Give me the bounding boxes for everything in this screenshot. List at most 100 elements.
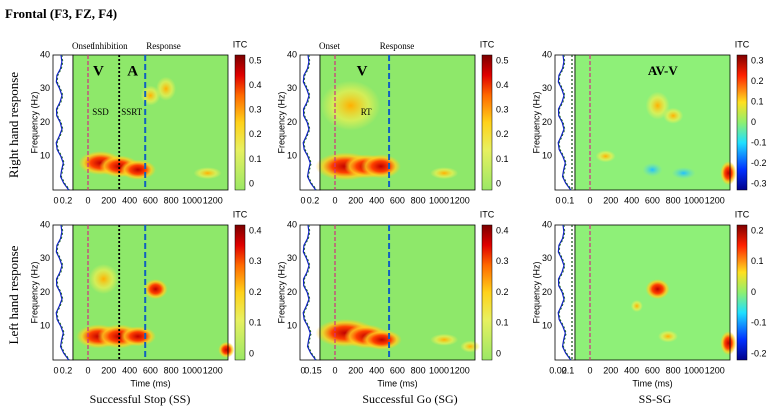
freq-tick-label: 10	[542, 321, 552, 331]
colorbar-tick-label: 0.5	[249, 55, 262, 65]
time-tick-label: 200	[348, 195, 363, 205]
heatmap-blob	[630, 300, 643, 312]
colorbar-title: ITC	[735, 39, 750, 49]
annotation: Onset	[319, 41, 340, 51]
colorbar	[736, 224, 748, 361]
time-tick-label: 0	[587, 195, 592, 205]
colorbar-tick-label: 0	[496, 348, 501, 358]
freq-tick-label: 30	[40, 83, 50, 93]
side-tick-label: 0	[53, 195, 58, 205]
heatmap-blob	[143, 279, 168, 300]
colorbar-tick-label: -0.1	[751, 137, 767, 147]
freq-tick-label: 10	[287, 321, 297, 331]
colorbar	[736, 54, 748, 191]
freq-tick-label: 40	[40, 49, 50, 59]
colorbar-tick-label: 0.3	[496, 105, 509, 115]
annotation: Response	[380, 41, 415, 51]
colorbar-tick-label: 0	[249, 178, 254, 188]
side-curve	[302, 224, 317, 361]
heatmap-blob	[658, 330, 678, 343]
time-tick-label: 800	[666, 365, 681, 375]
annotation: V	[93, 63, 104, 79]
time-tick-label: 400	[624, 195, 639, 205]
freq-tick-label: 30	[287, 83, 297, 93]
colorbar-tick-label: -0.2	[751, 348, 767, 358]
side-tick-label: 0	[53, 365, 58, 375]
colorbar-tick-label: 0.3	[496, 256, 509, 266]
annotation: Onset	[72, 41, 93, 51]
freq-tick-label: 10	[40, 321, 50, 331]
heatmap-frame	[319, 54, 476, 191]
colorbar	[481, 54, 493, 191]
time-tick-label: 1200	[705, 195, 725, 205]
colorbar-title: ITC	[480, 39, 495, 49]
heatmap-blob	[460, 340, 481, 353]
time-tick-label: 1000	[684, 195, 704, 205]
x-axis-label: Time (ms)	[632, 378, 672, 388]
time-tick-label: 200	[603, 195, 618, 205]
colorbar-tick-label: 0.4	[496, 80, 509, 90]
time-tick-label: 0	[332, 365, 337, 375]
time-tick-label: 1200	[203, 365, 223, 375]
time-tick-label: 400	[122, 365, 137, 375]
time-tick-label: 1200	[705, 365, 725, 375]
time-tick-label: 200	[101, 195, 116, 205]
figure-title: Frontal (F3, FZ, F4)	[5, 6, 117, 21]
heatmap-blob	[320, 80, 381, 131]
heatmap-blob	[360, 154, 401, 179]
side-curve	[302, 54, 317, 191]
heatmap-blob	[645, 279, 670, 300]
colorbar-tick-label: 0.4	[249, 80, 262, 90]
heatmap-blob	[430, 167, 459, 180]
heatmap-frame	[319, 224, 476, 361]
time-tick-label: 1000	[182, 365, 202, 375]
colorbar-tick-label: 0.4	[496, 225, 509, 235]
annotation: RT	[361, 107, 372, 117]
heatmap-blob	[645, 91, 670, 120]
colorbar-tick-label: 0	[751, 287, 756, 297]
side-curve	[55, 224, 70, 361]
colorbar-tick-label: 0	[249, 348, 254, 358]
time-tick-label: 0	[85, 365, 90, 375]
side-tick-label: 0.15	[304, 365, 322, 375]
heatmap-blob	[430, 333, 459, 346]
y-axis-label: Frequency (Hz)	[29, 261, 39, 323]
freq-tick-label: 10	[542, 151, 552, 161]
side-tick-label: 0.2	[307, 195, 320, 205]
freq-tick-label: 30	[542, 253, 552, 263]
time-tick-label: 1000	[182, 195, 202, 205]
time-tick-label: 800	[411, 365, 426, 375]
heatmap-blob	[156, 76, 176, 101]
freq-tick-label: 20	[287, 287, 297, 297]
side-tick-label: 0.1	[562, 195, 575, 205]
time-tick-label: 600	[143, 195, 158, 205]
colorbar-tick-label: 0.1	[249, 154, 262, 164]
colorbar-tick-label: 0.2	[751, 76, 764, 86]
colorbar	[481, 224, 493, 361]
colorbar-tick-label: 0	[496, 178, 501, 188]
colorbar-tick-label: 0.4	[249, 225, 262, 235]
time-tick-label: 600	[645, 365, 660, 375]
freq-tick-label: 20	[542, 117, 552, 127]
colorbar-title: ITC	[480, 209, 495, 219]
side-tick-label: 0.2	[60, 195, 73, 205]
time-tick-label: 1000	[429, 365, 449, 375]
heatmap-blob	[119, 159, 156, 180]
colorbar-tick-label: -0.3	[751, 178, 767, 188]
x-axis-label: Time (ms)	[377, 378, 417, 388]
time-tick-label: 1200	[450, 195, 470, 205]
colorbar-tick-label: 0.2	[751, 225, 764, 235]
time-tick-label: 200	[101, 365, 116, 375]
y-axis-label: Frequency (Hz)	[276, 91, 286, 153]
side-curve	[55, 54, 70, 191]
freq-tick-label: 10	[40, 151, 50, 161]
colorbar-tick-label: 0.2	[249, 287, 262, 297]
time-tick-label: 600	[390, 195, 405, 205]
time-tick-label: 200	[603, 365, 618, 375]
colorbar	[234, 224, 246, 361]
heatmap-blob	[193, 167, 222, 180]
heatmap-frame	[574, 54, 731, 191]
heatmap-blob	[119, 326, 156, 347]
side-tick-label: 0	[300, 195, 305, 205]
annotation: Inhibition	[92, 41, 128, 51]
